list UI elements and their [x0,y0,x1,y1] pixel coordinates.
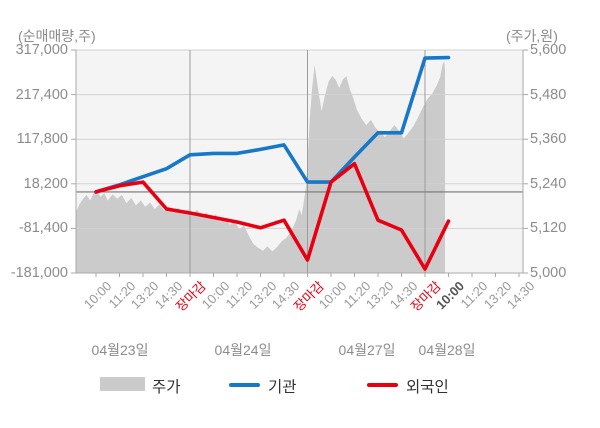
right-axis-tick-4: 5,120 [530,220,567,237]
date-label-3: 04월28일 [418,342,476,358]
price-area-legend-label: 주가 [152,379,181,396]
right-axis-tick-2: 5,360 [530,131,567,148]
right-axis-tick-0: 5,600 [530,42,567,58]
left-axis-tick-5: -181,000 [10,265,68,281]
foreigner-line-series [94,161,451,271]
date-label-1: 04월24일 [214,342,272,358]
left-axis-title: (순매매량,주) [18,28,96,44]
left-axis-tick-0: 317,000 [15,42,68,58]
date-label-2: 04월27일 [338,342,396,358]
date-label-0: 04월23일 [91,342,149,358]
institution-line-series [94,55,451,194]
institution-legend-label: 기관 [268,379,297,396]
right-axis-title: (주가,원) [506,28,558,44]
left-axis-tick-2: 117,800 [16,131,68,148]
left-axis-tick-4: -81,400 [18,220,68,237]
right-axis-tick-1: 5,480 [530,86,567,103]
left-axis-tick-1: 217,400 [15,86,68,103]
right-axis-tick-3: 5,240 [530,175,567,192]
institution-legend-swatch [229,383,260,387]
price-area-legend-swatch [100,377,145,391]
right-axis-tick-5: 5,000 [530,265,567,281]
foreigner-legend-label: 외국인 [406,379,449,396]
left-axis-tick-3: 18,200 [23,175,68,192]
price-area-series [76,61,445,273]
foreigner-legend-swatch [367,383,398,387]
